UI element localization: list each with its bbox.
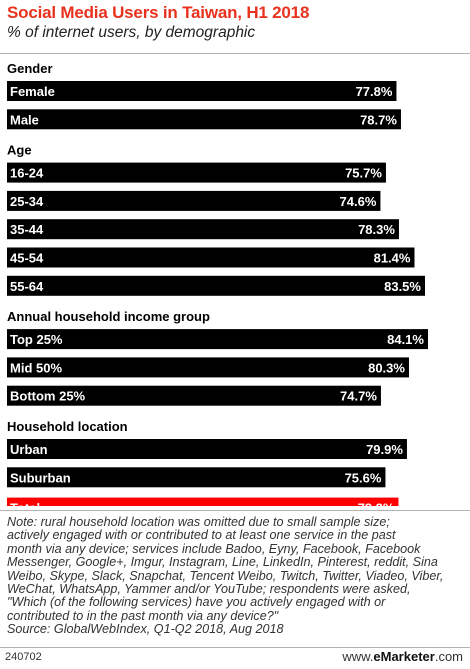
bar-row: 55-64 83.5% (7, 275, 425, 296)
bar-row: Female 77.8% (7, 81, 397, 101)
bar-label: Top 25% (10, 332, 63, 347)
bar-value-label: 83.5% (384, 279, 421, 294)
bar-value-label: 78.7% (360, 112, 397, 127)
bar (7, 385, 381, 406)
logo-suffix: .com (434, 649, 463, 664)
bar-row: 35-44 78.3% (7, 219, 399, 240)
bar-row: Suburban 75.6% (7, 467, 386, 488)
bar-label: 45-54 (10, 251, 44, 266)
bar (7, 162, 386, 183)
bar-row: Mid 50% 80.3% (7, 357, 409, 378)
group-label: Age (7, 143, 32, 158)
note-line: Messenger, Google+, Imgur, Instagram, Li… (7, 555, 438, 570)
footer-divider (0, 647, 470, 648)
bar-row: Total 78.2% (7, 497, 399, 506)
logo-brand: eMarketer (373, 649, 435, 664)
bar-row: 16-24 75.7% (7, 162, 386, 183)
bar-label: Total (10, 501, 40, 506)
chart-subtitle: % of internet users, by demographic (7, 24, 256, 41)
bar-label: Mid 50% (10, 360, 62, 375)
logo-prefix: www. (342, 649, 374, 664)
note-divider (0, 510, 470, 511)
bar-row: Male 78.7% (7, 109, 401, 130)
bar-label: Male (10, 112, 39, 127)
bar-value-label: 81.4% (374, 251, 411, 266)
bar (7, 109, 401, 130)
bar-value-label: 78.3% (358, 222, 395, 237)
bar-label: 25-34 (10, 194, 44, 209)
bar (7, 329, 428, 350)
bar-value-label: 77.8% (356, 84, 393, 99)
note-line: Source: GlobalWebIndex, Q1-Q2 2018, Aug … (7, 622, 284, 637)
bar (7, 497, 399, 506)
group-label: Annual household income group (7, 309, 210, 324)
bar-row: Top 25% 84.1% (7, 329, 428, 350)
bar-row: Urban 79.9% (7, 439, 407, 459)
bar-value-label: 80.3% (368, 360, 405, 375)
note-line: Note: rural household location was omitt… (7, 515, 390, 529)
chart-id: 240702 (5, 651, 42, 663)
top-divider (0, 53, 470, 54)
bar (7, 81, 397, 101)
bar-label: Suburban (10, 470, 71, 485)
bar-value-label: 74.6% (340, 194, 377, 209)
bar-label: 35-44 (10, 222, 44, 237)
note-line: WeChat, WhatsApp, Yammer and/or YouTube;… (7, 582, 411, 597)
emarketer-logo[interactable]: www.eMarketer.com (342, 649, 463, 664)
group-label: Gender (7, 61, 53, 76)
note-line: contributed to in the past month via any… (7, 608, 279, 623)
bar-row: 45-54 81.4% (7, 247, 415, 268)
bar-label: Female (10, 84, 55, 99)
bar-label: Urban (10, 442, 48, 457)
bar-value-label: 75.6% (345, 470, 382, 485)
note-line: Weibo, Skype, Slack, Snapchat, Tencent W… (7, 568, 444, 583)
note-line: "Which (of the following services) have … (7, 595, 386, 610)
bar-row: 25-34 74.6% (7, 190, 381, 211)
note-line: actively engaged with or contributed to … (7, 528, 396, 543)
bar-chart: Gender Female 77.8% Male 78.7% Age 16-24 75.7% 2… (0, 56, 470, 506)
bar-value-label: 84.1% (387, 332, 424, 347)
group-label: Household location (7, 419, 128, 434)
bar-label: Bottom 25% (10, 389, 86, 404)
chart-note: Note: rural household location was omitt… (7, 515, 465, 637)
bar-value-label: 78.2% (358, 501, 395, 506)
bar (7, 275, 425, 296)
bar (7, 219, 399, 240)
bar (7, 357, 409, 378)
bar (7, 467, 386, 488)
bar-value-label: 75.7% (345, 166, 382, 181)
bar-label: 55-64 (10, 279, 44, 294)
note-line: month via any device; services include B… (7, 541, 421, 556)
bar (7, 439, 407, 459)
bar-row: Bottom 25% 74.7% (7, 385, 381, 406)
bar (7, 190, 381, 211)
bar-value-label: 74.7% (340, 389, 377, 404)
bar-label: 16-24 (10, 166, 44, 181)
bar (7, 247, 415, 268)
chart-svg: Gender Female 77.8% Male 78.7% Age 16-24 75.7% 2… (7, 61, 428, 506)
bar-value-label: 79.9% (366, 442, 403, 457)
chart-title: Social Media Users in Taiwan, H1 2018 (7, 3, 310, 22)
